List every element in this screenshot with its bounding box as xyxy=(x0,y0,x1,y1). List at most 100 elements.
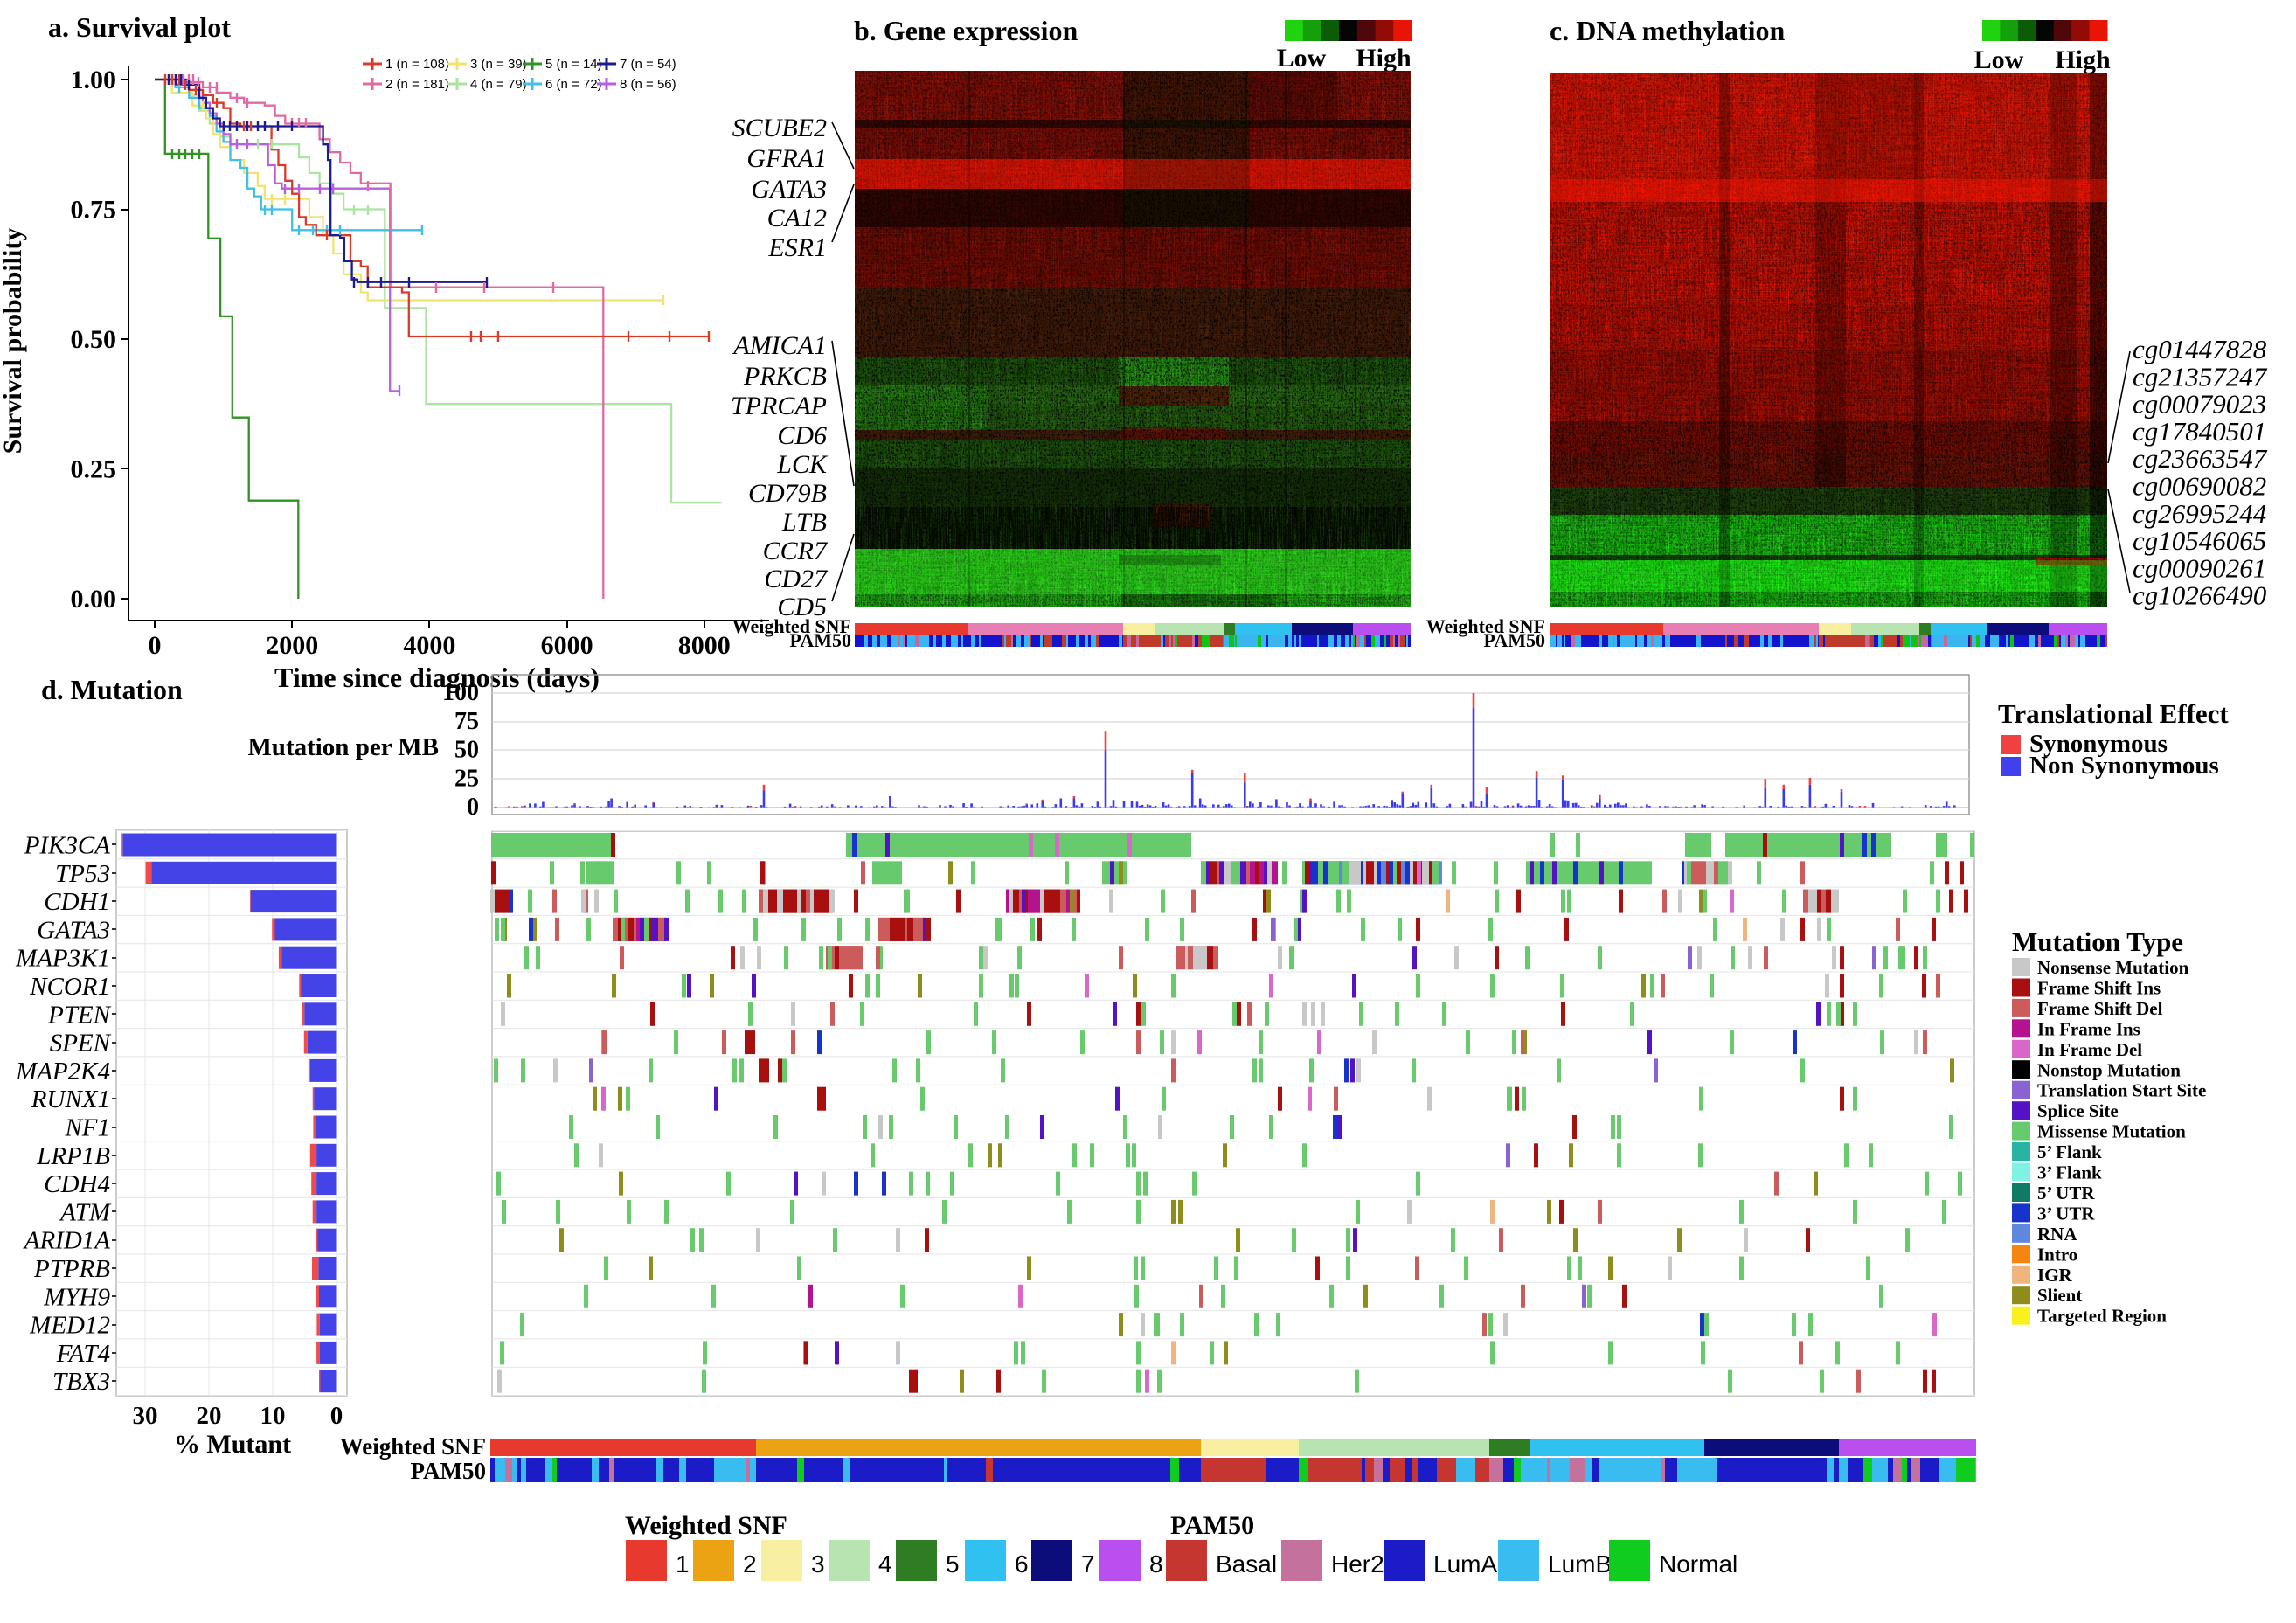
svg-text:NF1: NF1 xyxy=(64,1114,110,1142)
svg-text:PTEN: PTEN xyxy=(47,1001,112,1029)
svg-text:MED12: MED12 xyxy=(29,1312,110,1340)
svg-text:cg10266490: cg10266490 xyxy=(2133,580,2267,611)
svg-text:LumB: LumB xyxy=(1548,1550,1612,1578)
svg-text:In Frame Del: In Frame Del xyxy=(2037,1039,2142,1060)
svg-text:CD6: CD6 xyxy=(777,421,827,450)
svg-text:Frame Shift Del: Frame Shift Del xyxy=(2037,998,2163,1019)
svg-text:% Mutant: % Mutant xyxy=(174,1430,291,1459)
svg-text:AMICA1: AMICA1 xyxy=(732,331,827,360)
svg-text:CA12: CA12 xyxy=(767,204,827,232)
svg-text:NCOR1: NCOR1 xyxy=(29,973,110,1001)
svg-text:Frame Shift Ins: Frame Shift Ins xyxy=(2037,977,2161,998)
svg-text:LCK: LCK xyxy=(776,450,829,479)
svg-text:5’ UTR: 5’ UTR xyxy=(2037,1183,2095,1203)
svg-text:7: 7 xyxy=(1081,1550,1095,1578)
svg-text:6 (n = 72): 6 (n = 72) xyxy=(545,77,602,92)
svg-text:3: 3 xyxy=(811,1550,825,1578)
svg-text:Splice Site: Splice Site xyxy=(2037,1100,2119,1121)
svg-text:7 (n = 54): 7 (n = 54) xyxy=(620,57,676,72)
svg-text:CDH4: CDH4 xyxy=(44,1170,110,1198)
svg-text:cg21357247: cg21357247 xyxy=(2133,361,2268,392)
svg-text:PIK3CA: PIK3CA xyxy=(24,832,111,860)
svg-text:PAM50: PAM50 xyxy=(790,629,851,651)
svg-text:Slient: Slient xyxy=(2037,1285,2082,1306)
svg-text:CDH1: CDH1 xyxy=(44,888,110,916)
svg-text:Weighted SNF: Weighted SNF xyxy=(340,1433,486,1460)
svg-text:Low: Low xyxy=(1974,45,2024,74)
svg-text:cg10546065: cg10546065 xyxy=(2133,525,2266,556)
svg-text:0: 0 xyxy=(467,794,479,821)
svg-text:CD79B: CD79B xyxy=(748,479,827,508)
svg-text:Intro: Intro xyxy=(2037,1244,2077,1265)
svg-text:PAM50: PAM50 xyxy=(1484,629,1545,651)
svg-text:Time since diagnosis (days): Time since diagnosis (days) xyxy=(274,662,600,693)
svg-text:5’ Flank: 5’ Flank xyxy=(2037,1141,2102,1162)
svg-text:2: 2 xyxy=(743,1550,757,1578)
svg-text:4: 4 xyxy=(878,1550,892,1578)
svg-text:FAT4: FAT4 xyxy=(56,1340,110,1368)
svg-text:3’ Flank: 3’ Flank xyxy=(2037,1162,2102,1183)
svg-text:25: 25 xyxy=(454,765,479,792)
svg-text:Her2: Her2 xyxy=(1331,1550,1384,1578)
svg-text:Mutation per MB: Mutation per MB xyxy=(247,733,439,761)
svg-text:High: High xyxy=(1356,44,1412,73)
svg-text:LTB: LTB xyxy=(781,508,827,537)
svg-text:LRP1B: LRP1B xyxy=(36,1142,110,1170)
svg-text:In Frame Ins: In Frame Ins xyxy=(2037,1018,2140,1039)
svg-text:6000: 6000 xyxy=(541,631,593,660)
svg-text:Targeted Region: Targeted Region xyxy=(2037,1306,2167,1327)
svg-text:GFRA1: GFRA1 xyxy=(746,144,827,173)
svg-text:10: 10 xyxy=(260,1402,286,1430)
svg-text:0.25: 0.25 xyxy=(71,455,117,484)
svg-text:cg00690082: cg00690082 xyxy=(2133,471,2266,502)
svg-text:Non Synonymous: Non Synonymous xyxy=(2029,752,2219,780)
svg-text:cg17840501: cg17840501 xyxy=(2133,416,2266,447)
svg-text:MAP2K4: MAP2K4 xyxy=(15,1058,110,1085)
svg-text:cg00079023: cg00079023 xyxy=(2133,389,2266,420)
svg-text:RNA: RNA xyxy=(2037,1224,2077,1245)
svg-text:50: 50 xyxy=(454,737,479,764)
svg-text:3 (n = 39): 3 (n = 39) xyxy=(470,57,527,72)
svg-text:Weighted SNF: Weighted SNF xyxy=(625,1511,787,1540)
svg-text:0: 0 xyxy=(149,631,162,660)
svg-text:cg23663547: cg23663547 xyxy=(2133,443,2268,474)
svg-text:MYH9: MYH9 xyxy=(43,1283,110,1311)
svg-text:cg26995244: cg26995244 xyxy=(2133,498,2266,529)
svg-text:PAM50: PAM50 xyxy=(411,1458,486,1484)
svg-text:TP53: TP53 xyxy=(55,860,110,888)
svg-text:2 (n = 181): 2 (n = 181) xyxy=(385,77,449,92)
svg-text:Mutation Type: Mutation Type xyxy=(2012,926,2183,957)
svg-text:c. DNA methylation: c. DNA methylation xyxy=(1550,15,1786,46)
svg-text:Normal: Normal xyxy=(1659,1550,1738,1578)
svg-text:4000: 4000 xyxy=(403,631,455,660)
svg-text:GATA3: GATA3 xyxy=(751,175,827,204)
svg-text:0.50: 0.50 xyxy=(71,325,117,354)
svg-text:Low: Low xyxy=(1277,44,1327,73)
svg-text:IGR: IGR xyxy=(2037,1265,2073,1286)
svg-text:4 (n = 79): 4 (n = 79) xyxy=(470,77,527,92)
svg-text:CD27: CD27 xyxy=(764,565,829,593)
svg-text:30: 30 xyxy=(133,1402,158,1430)
svg-text:75: 75 xyxy=(454,708,479,735)
svg-text:CCR7: CCR7 xyxy=(763,537,829,565)
svg-text:Missense Mutation: Missense Mutation xyxy=(2037,1121,2186,1142)
svg-text:ESR1: ESR1 xyxy=(767,233,827,262)
svg-text:2000: 2000 xyxy=(266,631,318,660)
svg-text:3’ UTR: 3’ UTR xyxy=(2037,1203,2095,1224)
svg-text:1: 1 xyxy=(676,1550,690,1578)
svg-text:PAM50: PAM50 xyxy=(1170,1511,1254,1540)
svg-text:0: 0 xyxy=(330,1402,343,1430)
svg-text:PTPRB: PTPRB xyxy=(33,1255,110,1283)
svg-text:1.00: 1.00 xyxy=(71,66,117,94)
svg-text:PRKCB: PRKCB xyxy=(743,362,827,391)
svg-text:MAP3K1: MAP3K1 xyxy=(15,945,110,973)
svg-text:d. Mutation: d. Mutation xyxy=(41,674,183,705)
svg-text:6: 6 xyxy=(1015,1550,1029,1578)
svg-text:High: High xyxy=(2055,45,2111,74)
svg-text:8: 8 xyxy=(1149,1550,1163,1578)
svg-text:SPEN: SPEN xyxy=(50,1030,112,1058)
svg-text:GATA3: GATA3 xyxy=(37,916,110,944)
svg-text:Translation Start Site: Translation Start Site xyxy=(2037,1080,2206,1101)
svg-text:Survival probability: Survival probability xyxy=(0,228,27,454)
svg-text:LumA: LumA xyxy=(1433,1550,1497,1578)
